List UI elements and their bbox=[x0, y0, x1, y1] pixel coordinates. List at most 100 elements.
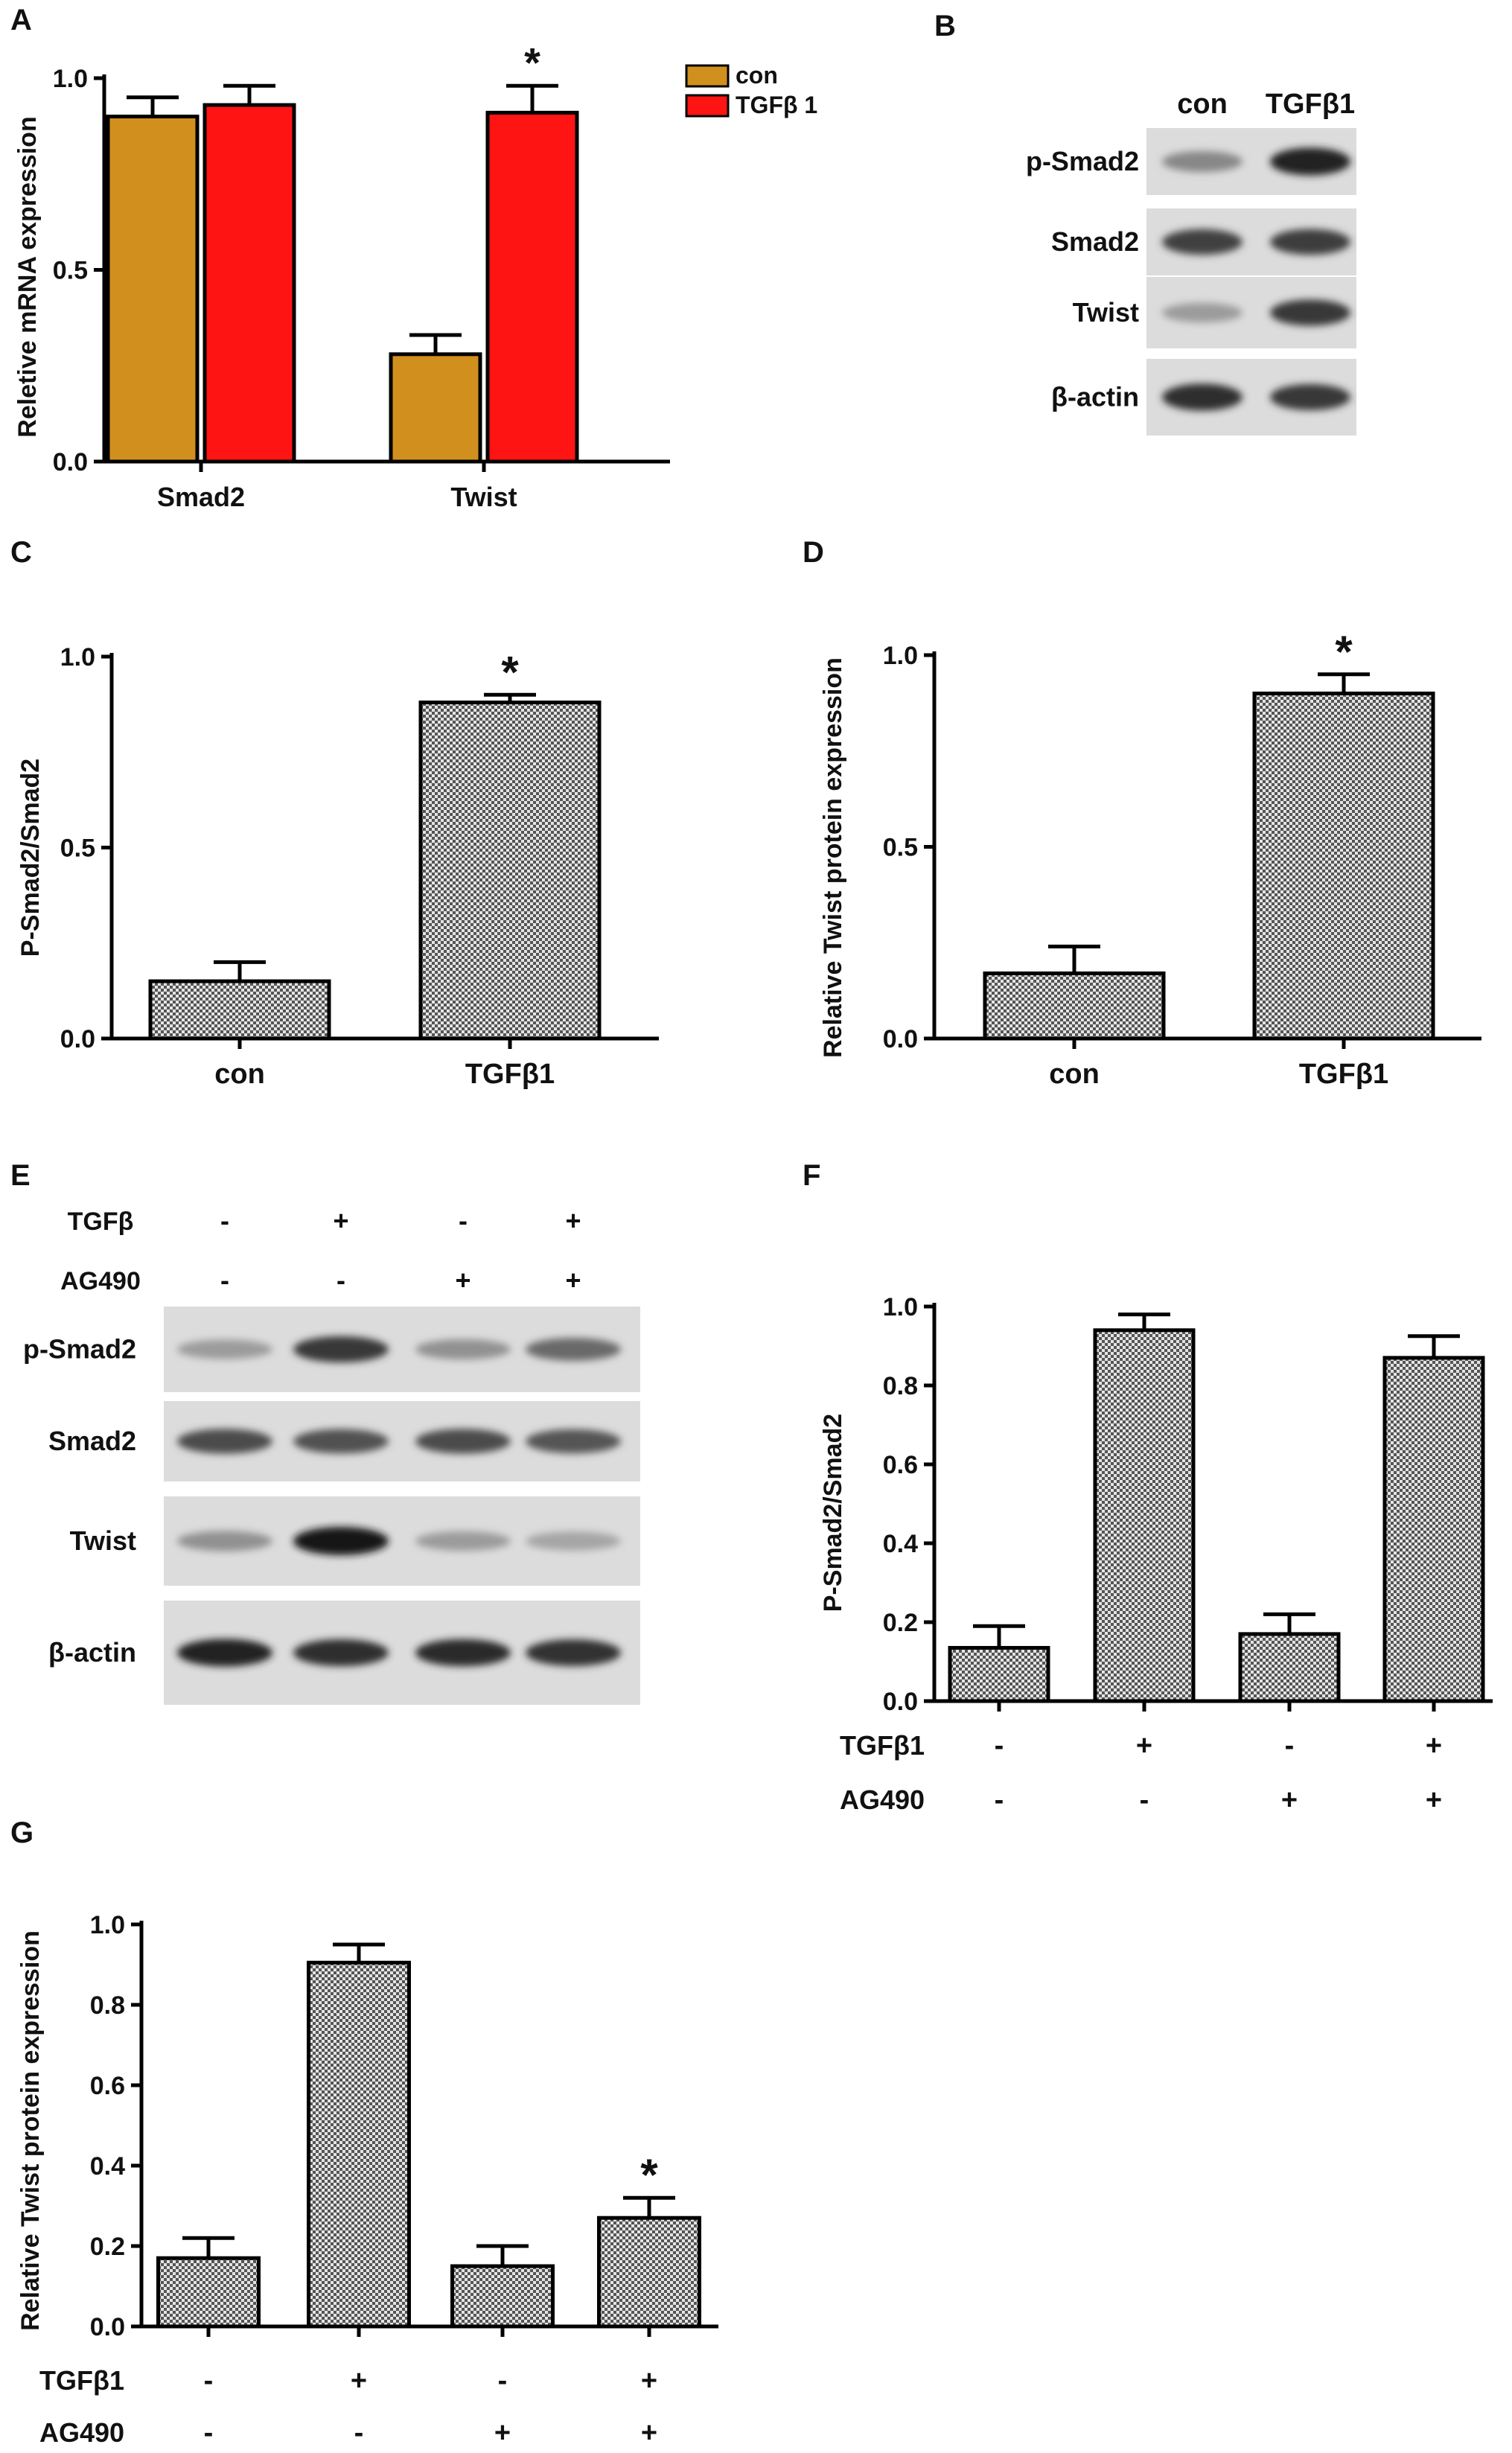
blot-condition-sign: + bbox=[565, 1265, 581, 1295]
legend-label: con bbox=[736, 62, 778, 89]
band bbox=[1270, 229, 1350, 255]
band bbox=[1162, 150, 1243, 173]
condition-sign: - bbox=[1285, 1730, 1295, 1761]
bar-con bbox=[389, 352, 482, 464]
significance-asterisk: * bbox=[501, 647, 519, 697]
bar bbox=[597, 2216, 701, 2329]
condition-sign: - bbox=[204, 2417, 214, 2449]
band bbox=[415, 1339, 511, 1360]
y-axis-label: Reletive mRNA expression bbox=[13, 116, 42, 437]
y-tick-label: 1.0 bbox=[883, 642, 918, 670]
blot-condition-sign: - bbox=[220, 1205, 229, 1236]
blot-condition-sign: + bbox=[455, 1265, 470, 1295]
legend-swatch-con bbox=[685, 64, 730, 88]
bar-tgfb1 bbox=[202, 103, 296, 464]
condition-sign: - bbox=[498, 2365, 508, 2396]
bar bbox=[148, 979, 331, 1041]
condition-sign: + bbox=[1426, 1730, 1442, 1761]
condition-sign: - bbox=[1140, 1784, 1149, 1816]
significance-asterisk: * bbox=[640, 2150, 658, 2200]
band bbox=[1162, 229, 1243, 255]
condition-sign: + bbox=[641, 2365, 657, 2396]
band bbox=[415, 1639, 511, 1667]
blot-row-label: Twist bbox=[70, 1525, 136, 1556]
x-category-label: Twist bbox=[450, 482, 517, 512]
chart-d: 0.0 0.5 1.0 Relative Twist protein expressi… bbox=[819, 627, 1481, 1090]
bar bbox=[307, 1960, 411, 2329]
y-tick-label: 0.6 bbox=[883, 1451, 918, 1479]
blot-condition-label: TGFβ bbox=[68, 1208, 134, 1236]
y-tick-label: 0.4 bbox=[90, 2152, 125, 2181]
band bbox=[526, 1531, 621, 1551]
y-tick-label: 1.0 bbox=[60, 643, 95, 672]
chart-a: 0.0 0.5 1.0 Reletive mRNA expression Smad2 * T… bbox=[13, 39, 817, 512]
condition-label: AG490 bbox=[39, 2417, 124, 2448]
y-tick-label: 1.0 bbox=[883, 1293, 918, 1321]
bar-tgfb1 bbox=[485, 110, 579, 464]
panel-letter-f: F bbox=[803, 1159, 820, 1192]
x-category-label: TGFβ1 bbox=[465, 1059, 555, 1090]
western-blot-b: con TGFβ1 p-Smad2 Smad2 Twist β-actin bbox=[1026, 89, 1356, 436]
band bbox=[526, 1338, 621, 1361]
blot-column-label: TGFβ1 bbox=[1266, 89, 1355, 120]
band bbox=[415, 1429, 511, 1454]
panel-letter-b: B bbox=[934, 10, 956, 42]
y-tick-label: 0.0 bbox=[883, 1025, 918, 1053]
x-category-label: Smad2 bbox=[157, 482, 245, 512]
blot-row-label: Smad2 bbox=[48, 1426, 136, 1456]
y-tick-label: 1.0 bbox=[90, 1911, 125, 1939]
y-tick-label: 0.8 bbox=[883, 1372, 918, 1400]
significance-asterisk: * bbox=[524, 39, 540, 86]
y-axis-label: Relative Twist protein expression bbox=[16, 1930, 45, 2331]
bar bbox=[450, 2264, 555, 2329]
chart-c: 0.0 0.5 1.0 P-Smad2/Smad2 con * TGFβ1 bbox=[16, 643, 659, 1090]
y-tick-label: 0.5 bbox=[60, 835, 95, 863]
blot-row-label: p-Smad2 bbox=[1026, 146, 1139, 176]
blot-row-label: Twist bbox=[1073, 297, 1139, 328]
band bbox=[1162, 302, 1243, 323]
y-tick-label: 0.4 bbox=[883, 1530, 918, 1558]
y-tick-label: 0.5 bbox=[53, 257, 88, 285]
band bbox=[526, 1639, 621, 1666]
condition-label: TGFβ1 bbox=[840, 1730, 925, 1761]
y-axis-label: P-Smad2/Smad2 bbox=[16, 759, 45, 957]
bar-con bbox=[106, 115, 200, 464]
condition-sign: + bbox=[1136, 1730, 1152, 1761]
bar bbox=[948, 1645, 1050, 1703]
band bbox=[177, 1639, 272, 1667]
condition-sign: + bbox=[1281, 1784, 1298, 1816]
band bbox=[1270, 147, 1350, 176]
bar bbox=[1238, 1632, 1341, 1703]
y-tick-label: 1.0 bbox=[53, 65, 88, 93]
band bbox=[293, 1429, 389, 1454]
x-category-label: con bbox=[1049, 1059, 1100, 1090]
condition-sign: - bbox=[354, 2417, 364, 2449]
bar bbox=[1382, 1356, 1485, 1703]
condition-sign: + bbox=[1426, 1784, 1442, 1816]
panel-letter-d: D bbox=[803, 536, 824, 569]
condition-label: AG490 bbox=[840, 1784, 925, 1815]
significance-asterisk: * bbox=[1335, 627, 1353, 677]
bar bbox=[1252, 692, 1435, 1041]
band bbox=[293, 1639, 389, 1667]
y-tick-label: 0.5 bbox=[883, 834, 918, 862]
band bbox=[526, 1429, 621, 1454]
blot-row-label: Smad2 bbox=[1051, 226, 1139, 257]
condition-sign: - bbox=[204, 2365, 214, 2396]
y-tick-label: 0.0 bbox=[90, 2313, 125, 2341]
condition-sign: + bbox=[351, 2365, 367, 2396]
y-axis-label: Relative Twist protein expression bbox=[819, 657, 847, 1058]
blot-condition-sign: + bbox=[333, 1205, 348, 1236]
y-tick-label: 0.6 bbox=[90, 2072, 125, 2100]
condition-sign: - bbox=[995, 1784, 1004, 1816]
condition-sign: + bbox=[494, 2417, 511, 2449]
bar bbox=[1093, 1328, 1196, 1703]
x-category-label: TGFβ1 bbox=[1299, 1059, 1388, 1090]
condition-sign: - bbox=[995, 1730, 1004, 1761]
bar bbox=[156, 2256, 261, 2329]
band bbox=[293, 1336, 389, 1363]
chart-g: 0.0 0.2 0.4 0.6 0.8 1.0 Relative Twist protein… bbox=[16, 1911, 718, 2449]
bar bbox=[983, 971, 1166, 1041]
band bbox=[1270, 383, 1350, 411]
